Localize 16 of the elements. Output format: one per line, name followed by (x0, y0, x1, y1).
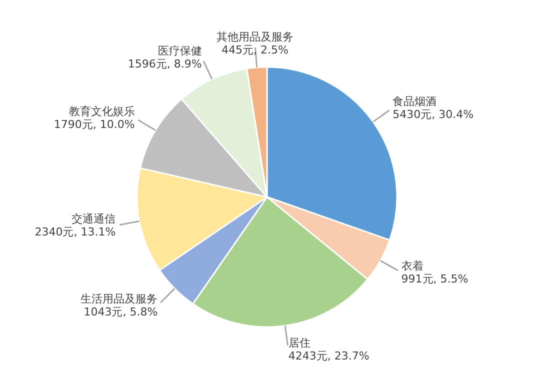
data-label: 1596元, 8.9% (128, 57, 202, 70)
data-label: 1043元, 5.8% (84, 305, 158, 318)
slice-label: 衣着 (401, 259, 424, 272)
slice-label: 生活用品及服务 (80, 292, 158, 306)
slice-label: 居住 (288, 336, 310, 350)
data-label: 445元, 2.5% (222, 43, 288, 56)
slice-label: 交通通信 (72, 212, 116, 226)
data-label: 991元, 5.5% (401, 272, 468, 286)
data-label: 4243元, 23.7% (288, 350, 370, 363)
slice-label: 其他用品及服务 (216, 30, 294, 44)
slice-label: 医疗保健 (158, 44, 202, 58)
slice-label: 教育文化娱乐 (68, 104, 135, 118)
data-label: 1790元, 10.0% (54, 118, 135, 131)
data-label: 2340元, 13.1% (34, 226, 116, 239)
data-label: 5430元, 30.4% (392, 108, 474, 121)
slice-label: 食品烟酒 (392, 94, 437, 108)
